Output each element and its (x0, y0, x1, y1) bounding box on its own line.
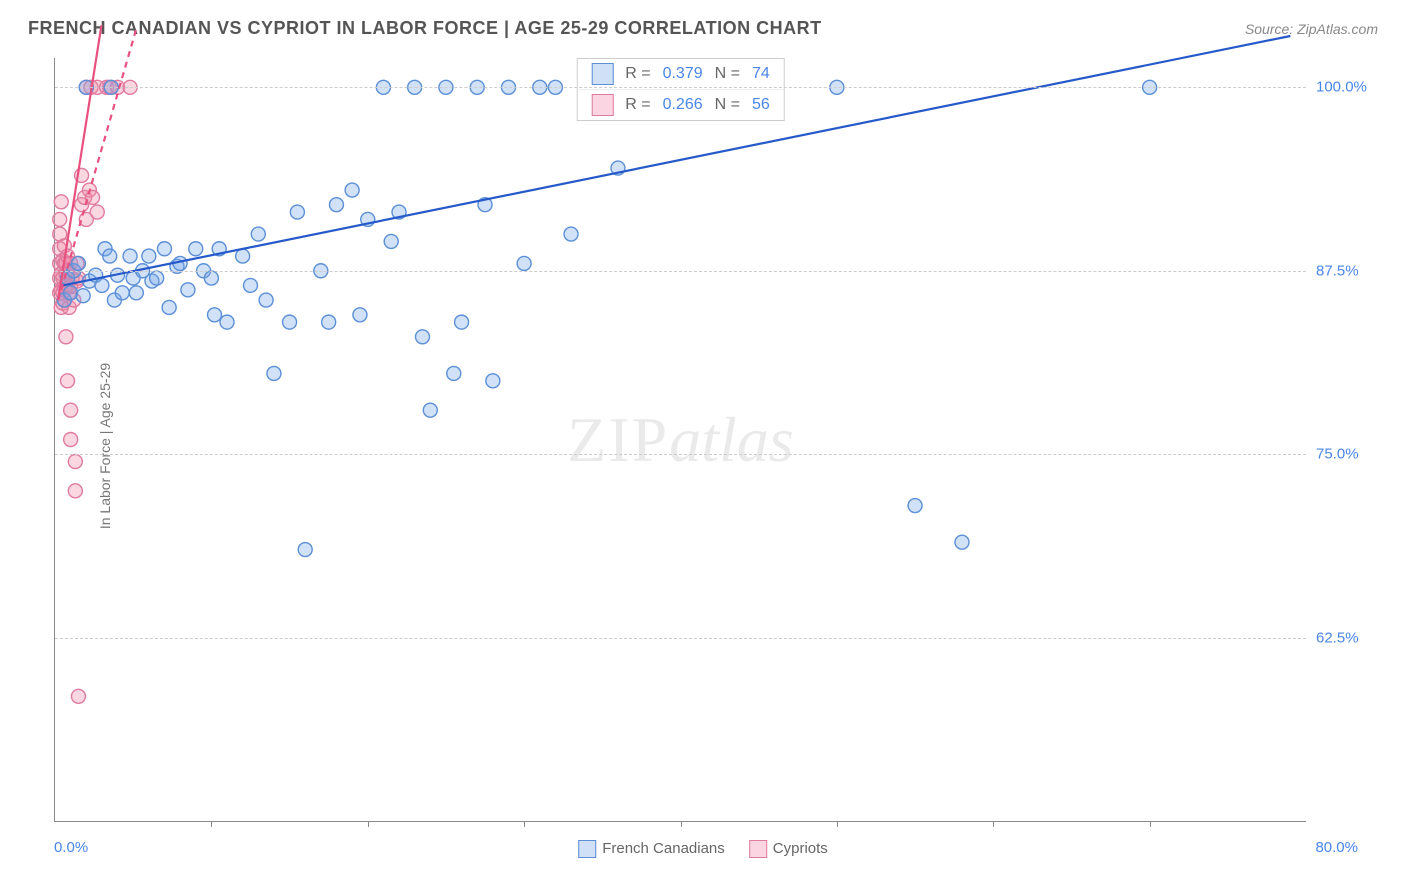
legend-label: French Canadians (602, 840, 725, 857)
r-value: 0.379 (663, 65, 703, 83)
y-tick-label: 87.5% (1316, 262, 1396, 279)
y-tick-label: 62.5% (1316, 629, 1396, 646)
chart-title: FRENCH CANADIAN VS CYPRIOT IN LABOR FORC… (28, 18, 822, 39)
scatter-point (90, 205, 104, 219)
scatter-point (64, 433, 78, 447)
scatter-point (86, 190, 100, 204)
gridline (55, 87, 1306, 88)
scatter-point (564, 227, 578, 241)
scatter-point (59, 330, 73, 344)
gridline (55, 454, 1306, 455)
scatter-point (76, 289, 90, 303)
n-label: N = (715, 96, 740, 114)
plot-area: ZIPatlas R =0.379N =74R =0.266N =56 62.5… (54, 58, 1306, 822)
scatter-point (455, 315, 469, 329)
scatter-point (64, 286, 78, 300)
y-tick-label: 75.0% (1316, 446, 1396, 463)
scatter-point (290, 205, 304, 219)
scatter-point (486, 374, 500, 388)
scatter-point (129, 286, 143, 300)
gridline (55, 638, 1306, 639)
scatter-point (283, 315, 297, 329)
scatter-point (71, 689, 85, 703)
scatter-svg (55, 58, 1306, 821)
legend-item: French Canadians (578, 840, 725, 858)
scatter-point (243, 278, 257, 292)
scatter-point (204, 271, 218, 285)
scatter-point (142, 249, 156, 263)
scatter-point (208, 308, 222, 322)
legend-label: Cypriots (773, 840, 828, 857)
x-tick-mark (368, 821, 369, 827)
series-swatch (591, 63, 613, 85)
scatter-point (189, 242, 203, 256)
scatter-point (447, 366, 461, 380)
x-tick-mark (1150, 821, 1151, 827)
scatter-point (103, 249, 117, 263)
scatter-point (150, 271, 164, 285)
scatter-point (345, 183, 359, 197)
r-label: R = (625, 65, 650, 83)
scatter-point (71, 256, 85, 270)
n-label: N = (715, 65, 740, 83)
stats-row: R = 0.379 N = 74 (577, 59, 784, 89)
scatter-point (517, 256, 531, 270)
stats-row: R = 0.266 N = 56 (577, 89, 784, 120)
scatter-point (68, 484, 82, 498)
scatter-point (115, 286, 129, 300)
scatter-point (415, 330, 429, 344)
x-tick-mark (837, 821, 838, 827)
scatter-point (298, 543, 312, 557)
x-tick-mark (681, 821, 682, 827)
legend-swatch (578, 840, 596, 858)
chart-header: FRENCH CANADIAN VS CYPRIOT IN LABOR FORC… (28, 18, 1378, 39)
scatter-point (162, 300, 176, 314)
scatter-point (123, 249, 137, 263)
x-axis-min-label: 0.0% (54, 839, 88, 856)
x-tick-mark (211, 821, 212, 827)
scatter-point (53, 212, 67, 226)
series-swatch (591, 94, 613, 116)
x-tick-mark (993, 821, 994, 827)
scatter-point (423, 403, 437, 417)
scatter-point (322, 315, 336, 329)
bottom-legend: French Canadians Cypriots (578, 840, 828, 858)
scatter-point (955, 535, 969, 549)
scatter-point (329, 198, 343, 212)
scatter-point (353, 308, 367, 322)
scatter-point (236, 249, 250, 263)
scatter-point (220, 315, 234, 329)
r-value: 0.266 (663, 96, 703, 114)
scatter-point (68, 455, 82, 469)
y-tick-label: 100.0% (1316, 79, 1396, 96)
scatter-point (384, 234, 398, 248)
x-axis-max-label: 80.0% (1315, 839, 1358, 856)
x-tick-mark (524, 821, 525, 827)
scatter-point (157, 242, 171, 256)
stats-legend-box: R = 0.379 N = 74 R = 0.266 N = 56 (576, 58, 785, 121)
chart-source: Source: ZipAtlas.com (1245, 21, 1378, 37)
gridline (55, 271, 1306, 272)
scatter-point (267, 366, 281, 380)
legend-swatch (749, 840, 767, 858)
scatter-point (54, 195, 68, 209)
r-label: R = (625, 96, 650, 114)
scatter-point (181, 283, 195, 297)
scatter-point (251, 227, 265, 241)
scatter-point (908, 499, 922, 513)
n-value: 74 (752, 65, 770, 83)
n-value: 56 (752, 96, 770, 114)
legend-item: Cypriots (749, 840, 828, 858)
scatter-point (64, 403, 78, 417)
scatter-point (95, 278, 109, 292)
scatter-point (61, 374, 75, 388)
scatter-point (259, 293, 273, 307)
